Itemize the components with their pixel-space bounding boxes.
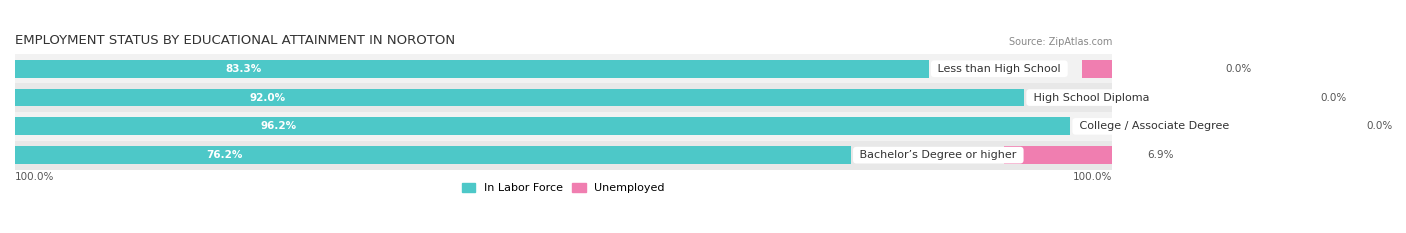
Bar (15, 141, 1112, 170)
Text: 0.0%: 0.0% (1225, 64, 1251, 74)
Text: 6.9%: 6.9% (1147, 150, 1174, 160)
Bar (15, 89, 1024, 106)
Text: 96.2%: 96.2% (260, 121, 297, 131)
Text: High School Diploma: High School Diploma (1029, 93, 1153, 103)
Bar (1083, 60, 1213, 78)
Bar (15, 117, 1070, 135)
Legend: In Labor Force, Unemployed: In Labor Force, Unemployed (463, 183, 665, 193)
Text: 100.0%: 100.0% (15, 172, 55, 182)
Bar (1178, 89, 1309, 106)
Text: Bachelor’s Degree or higher: Bachelor’s Degree or higher (856, 150, 1021, 160)
Text: 76.2%: 76.2% (205, 150, 242, 160)
Bar (1223, 117, 1355, 135)
Text: 83.3%: 83.3% (225, 64, 262, 74)
Text: 0.0%: 0.0% (1320, 93, 1347, 103)
Text: 0.0%: 0.0% (1367, 121, 1393, 131)
Text: 92.0%: 92.0% (249, 93, 285, 103)
Bar (15, 112, 1112, 141)
Bar (1004, 146, 1136, 164)
Text: EMPLOYMENT STATUS BY EDUCATIONAL ATTAINMENT IN NOROTON: EMPLOYMENT STATUS BY EDUCATIONAL ATTAINM… (15, 34, 456, 47)
Bar (15, 60, 929, 78)
Text: Less than High School: Less than High School (934, 64, 1064, 74)
Bar (15, 54, 1112, 83)
Text: College / Associate Degree: College / Associate Degree (1076, 121, 1233, 131)
Text: 100.0%: 100.0% (1073, 172, 1112, 182)
Bar (15, 83, 1112, 112)
Text: Source: ZipAtlas.com: Source: ZipAtlas.com (1008, 37, 1112, 47)
Bar (15, 146, 851, 164)
